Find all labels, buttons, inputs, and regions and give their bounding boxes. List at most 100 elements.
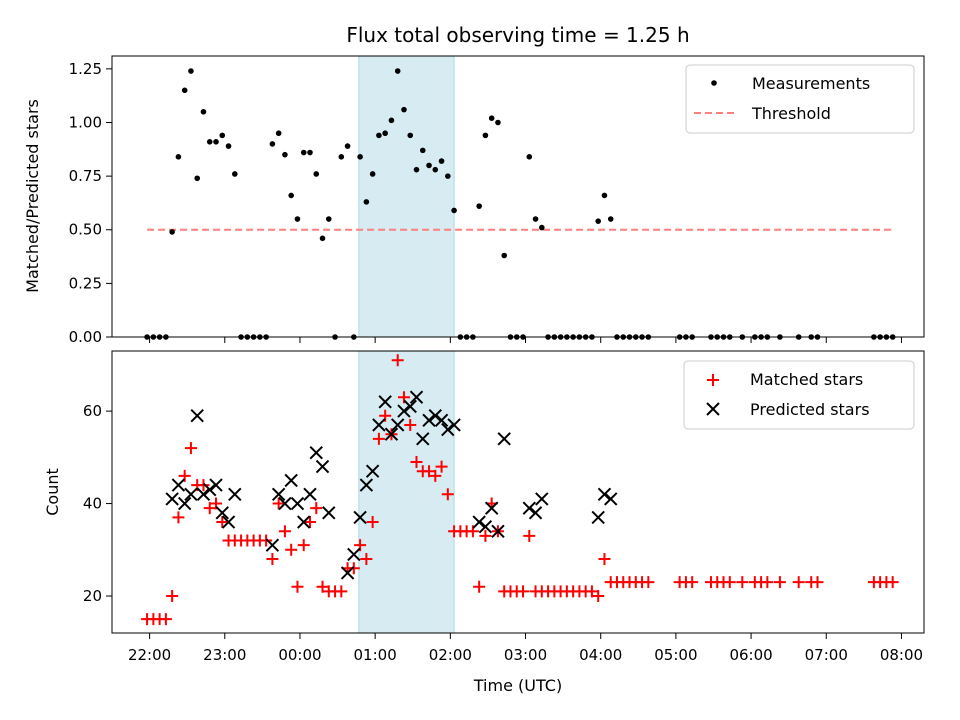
- predicted-star-point: [484, 501, 499, 515]
- predicted-star-point: [209, 478, 223, 492]
- matched-star-point: [473, 580, 486, 593]
- matched-star-point: [410, 455, 423, 468]
- predicted-star-point: [597, 487, 612, 502]
- predicted-star-point: [347, 547, 361, 562]
- bottom-x-tick-label: 06:00: [729, 646, 772, 664]
- measurement-point: [213, 139, 219, 145]
- top-plot-frame: [111, 55, 925, 338]
- matched-star-point: [335, 585, 348, 598]
- top-y-tick-label: 0.25: [69, 274, 102, 292]
- measurement-point: [539, 224, 545, 231]
- matched-star-point: [297, 539, 310, 552]
- measurement-point: [394, 68, 401, 74]
- bottom-x-tick-label: 02:00: [429, 646, 472, 664]
- predicted-star-point: [340, 566, 355, 580]
- x-axis-label: Time (UTC): [473, 676, 562, 695]
- top-y-tick-label: 0.00: [69, 328, 102, 346]
- predicted-star-point: [397, 404, 411, 418]
- matched-star-point: [166, 590, 179, 603]
- predicted-star-point: [278, 496, 292, 511]
- predicted-star-point: [535, 492, 549, 506]
- matched-star-point: [736, 576, 749, 589]
- predicted-star-point: [447, 418, 461, 432]
- measurement-point: [482, 132, 489, 139]
- top-y-tick-label: 0.50: [69, 221, 102, 239]
- measurement-point: [388, 117, 395, 124]
- matched-star-point: [598, 553, 611, 566]
- matched-star-point: [272, 497, 285, 510]
- predicted-star-point: [359, 478, 374, 492]
- predicted-star-point: [604, 492, 618, 506]
- predicted-star-point: [190, 409, 204, 423]
- matched-star-point: [723, 576, 736, 589]
- matched-star-point: [366, 516, 379, 529]
- predicted-star-point: [528, 506, 543, 520]
- measurement-point: [369, 171, 376, 177]
- predicted-star-point: [491, 524, 505, 539]
- predicted-star-point: [315, 459, 330, 474]
- top-y-tick-label: 1.25: [69, 60, 102, 78]
- predicted-star-point: [196, 487, 211, 502]
- measurement-point: [313, 171, 320, 177]
- legend-predicted-marker: [706, 402, 720, 416]
- measurement-point: [476, 203, 482, 209]
- predicted-star-point: [409, 390, 424, 404]
- bottom-x-tick-label: 22:00: [128, 646, 171, 664]
- matched-star-point: [285, 543, 298, 556]
- matched-star-point: [792, 576, 805, 589]
- measurement-point: [595, 218, 601, 224]
- predicted-star-point: [353, 510, 367, 525]
- legend-matched-marker: [707, 374, 719, 386]
- matched-star-point: [886, 576, 899, 589]
- top-legend: Measurements Threshold: [685, 64, 915, 134]
- bottom-x-tick-label: 23:00: [203, 646, 246, 664]
- measurement-point: [432, 166, 439, 173]
- measurement-point: [344, 143, 351, 149]
- legend-measurements-label: Measurements: [752, 74, 870, 93]
- matched-star-point: [523, 529, 536, 542]
- predicted-star-point: [228, 487, 242, 502]
- matched-star-point: [423, 465, 436, 478]
- bottom-x-tick-label: 05:00: [654, 646, 697, 664]
- measurement-point: [526, 154, 533, 160]
- predicted-star-point: [203, 482, 217, 497]
- predicted-star-point: [472, 515, 486, 529]
- bottom-y-axis-label: Count: [43, 468, 62, 516]
- predicted-star-point: [422, 413, 436, 428]
- bottom-x-tick-label: 03:00: [504, 646, 547, 664]
- measurement-point: [300, 149, 307, 156]
- predicted-star-point: [378, 395, 392, 409]
- legend-measurements-marker: [711, 80, 717, 86]
- matched-star-point: [404, 418, 417, 431]
- predicted-star-point: [416, 432, 430, 446]
- matched-star-point: [303, 516, 316, 529]
- matched-star-point: [172, 511, 185, 524]
- predicted-star-point: [271, 487, 286, 502]
- predicted-star-point: [384, 427, 399, 441]
- measurement-point: [501, 252, 508, 259]
- top-y-ticks: 0.00 0.25 0.50 0.75 1.00 1.25: [69, 60, 112, 346]
- predicted-star-point: [165, 492, 179, 506]
- measurement-point: [206, 139, 213, 145]
- top-panel: 0.00 0.25 0.50 0.75 1.00 1.25 Flux total obse…: [23, 23, 925, 346]
- predicted-star-point: [434, 413, 449, 428]
- bottom-legend-box: [683, 360, 915, 430]
- bottom-highlight-span: [358, 350, 455, 634]
- bottom-x-tick-label: 04:00: [579, 646, 622, 664]
- legend-matched-label: Matched stars: [750, 370, 863, 389]
- predicted-star-point: [522, 501, 536, 515]
- measurement-point: [338, 154, 345, 160]
- matched-star-point: [761, 576, 774, 589]
- predicted-star-point: [309, 445, 323, 460]
- predicted-star-point: [284, 473, 298, 488]
- matched-star-point: [197, 479, 210, 492]
- measurement-point: [200, 108, 207, 115]
- measurement-point: [294, 216, 301, 222]
- bottom-x-tick-label: 00:00: [278, 646, 321, 664]
- predicted-star-point: [184, 487, 198, 502]
- bottom-x-tick-label: 08:00: [880, 646, 923, 664]
- matched-star-point: [347, 562, 360, 575]
- measurement-point: [169, 229, 175, 235]
- measurement-point: [426, 162, 432, 169]
